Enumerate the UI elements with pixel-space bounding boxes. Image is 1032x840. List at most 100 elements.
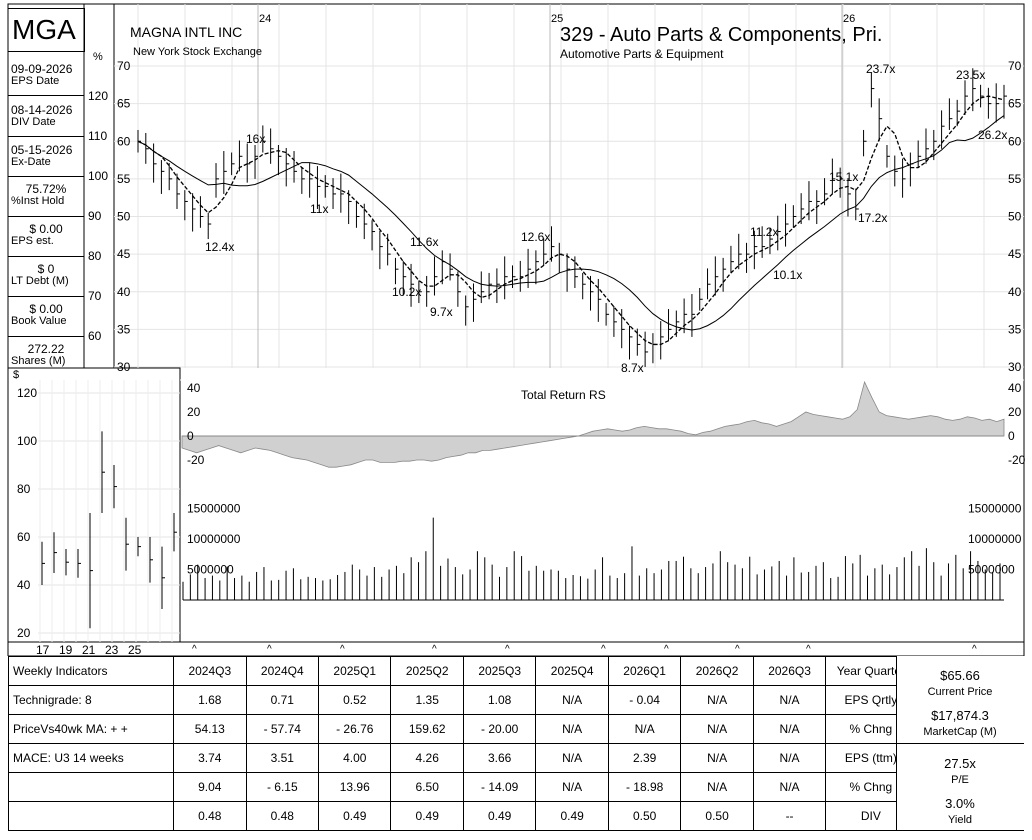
info-value: $ 0.00: [29, 222, 63, 236]
info-value: 05-15-2026: [11, 143, 73, 157]
table-cell: N/A: [680, 685, 754, 715]
row-label: [7, 772, 175, 802]
table-cell: N/A: [680, 714, 754, 744]
label-layer: 24 25 26 30 30 35 35 40 40 45 45 50 50 55 55 60 60 65 65 70…: [17, 13, 1026, 656]
div-tick: 100: [17, 434, 37, 448]
table-cell: 1.68: [173, 685, 247, 715]
table-header: 2025Q1: [318, 656, 392, 686]
pe-annotation: 12.6x: [521, 230, 550, 244]
table-header: 2026Q3: [752, 656, 827, 686]
table-cell: 0.49: [535, 801, 609, 831]
volume-layer: [182, 517, 1004, 601]
volume-tick-left: 5000000: [187, 563, 234, 577]
row-label: [7, 801, 175, 831]
caret-mark: ^: [735, 644, 740, 655]
industry-subtitle: Automotive Parts & Equipment: [560, 47, 724, 61]
rs-tick-left: -20: [187, 453, 205, 467]
table-cell: N/A: [752, 714, 827, 744]
pct-tick: 60: [88, 329, 102, 343]
pe-annotation: 9.7x: [430, 305, 453, 319]
price-tick-left: 50: [117, 210, 131, 224]
info-cell-0: 09-09-2026 EPS Date: [8, 57, 84, 96]
table-cell: N/A: [752, 685, 827, 715]
total-return-label: Total Return RS: [521, 388, 606, 402]
pe-annotation: 15.1x: [829, 170, 858, 184]
pe-annotation: 17.2x: [858, 211, 887, 225]
info-label: LT Debt (M): [11, 275, 69, 287]
div-x-tick: 25: [128, 643, 142, 656]
table-cell: N/A: [535, 714, 609, 744]
info-label: DIV Date: [11, 116, 56, 128]
table-cell: - 20.00: [462, 714, 537, 744]
pct-tick: 80: [88, 249, 102, 263]
current-price-value: $65.66: [940, 668, 980, 683]
table-cell: N/A: [752, 743, 827, 773]
table-header: 2025Q2: [390, 656, 464, 686]
price-layer: [137, 68, 1007, 367]
volume-tick-left: 10000000: [187, 532, 241, 546]
info-value: 09-09-2026: [11, 62, 73, 76]
rs-tick-left: 20: [187, 405, 201, 419]
pe-annotation: 11.6x: [410, 235, 438, 249]
table-header: 2026Q1: [607, 656, 682, 686]
price-tick-left: 45: [117, 247, 131, 261]
rs-layer: [181, 380, 1005, 468]
table-header: 2026Q2: [680, 656, 754, 686]
pe-annotation: 10.2x: [392, 285, 421, 299]
pe-annotation: 11.2x: [750, 225, 778, 239]
table-row: Technigrade: 8 1.68 0.71 0.52 1.35 1.08 N/A - 0…: [7, 685, 1024, 715]
rs-tick-right: 20: [1008, 405, 1022, 419]
marketcap-label: MarketCap (M): [923, 726, 997, 738]
table-cell: - 26.76: [318, 714, 392, 744]
table-cell: N/A: [680, 743, 754, 773]
company-name: MAGNA INTL INC: [130, 24, 243, 40]
table-cell: 6.50: [390, 772, 464, 802]
table-cell: N/A: [535, 743, 609, 773]
price-tick-right: 35: [1008, 322, 1022, 336]
price-tick-left: 65: [117, 97, 131, 111]
info-label: %Inst Hold: [11, 195, 65, 207]
info-cell-6: $ 0.00 Book Value: [8, 298, 84, 337]
pct-tick: 110: [88, 129, 107, 143]
price-chart: 24 25 26 30 30 35 35 40 40 45 45 50 50 55 55 60 60 65 65 70…: [7, 3, 1026, 656]
pct-tick: 90: [88, 209, 102, 223]
caret-mark: ^: [505, 644, 510, 655]
table-cell: 0.48: [173, 801, 247, 831]
volume-tick-left: 15000000: [187, 502, 241, 516]
div-tick: 80: [17, 482, 31, 496]
div-tick: 60: [17, 530, 31, 544]
price-tick-left: 30: [117, 360, 131, 374]
table-cell: 1.35: [390, 685, 464, 715]
info-value: $ 0: [37, 262, 55, 276]
info-value: $ 0.00: [29, 302, 63, 316]
table-cell: - 57.74: [245, 714, 320, 744]
price-tick-left: 70: [117, 59, 131, 73]
ma-short-line: [137, 95, 1005, 346]
marketcap-value: $17,874.3: [931, 708, 989, 723]
yield-label: Yield: [947, 814, 973, 826]
table-cell: 0.52: [318, 685, 392, 715]
table-cell: N/A: [535, 772, 609, 802]
table-cell: 1.08: [462, 685, 537, 715]
price-tick-left: 60: [117, 134, 131, 148]
year-label: 24: [259, 13, 271, 25]
caret-mark: ^: [806, 644, 811, 655]
div-tick: 20: [17, 626, 31, 640]
table-cell: 9.04: [173, 772, 247, 802]
ticker-symbol: MGA: [12, 14, 76, 45]
price-tick-left: 35: [117, 322, 131, 336]
rs-tick-left: 40: [187, 381, 201, 395]
info-cell-3: 75.72% %Inst Hold: [8, 178, 84, 217]
caret-mark: ^: [340, 644, 345, 655]
table-header: 2024Q4: [245, 656, 320, 686]
caret-mark: ^: [267, 644, 272, 655]
main-frame: [7, 3, 1025, 656]
year-label: 26: [843, 13, 855, 25]
year-label: 25: [551, 13, 563, 25]
table-cell: 3.74: [173, 743, 247, 773]
yield-value: 3.0%: [945, 796, 975, 811]
table-cell: 54.13: [173, 714, 247, 744]
table-cell: - 18.98: [607, 772, 682, 802]
price-tick-right: 45: [1008, 247, 1022, 261]
caret-mark: ^: [432, 644, 437, 655]
